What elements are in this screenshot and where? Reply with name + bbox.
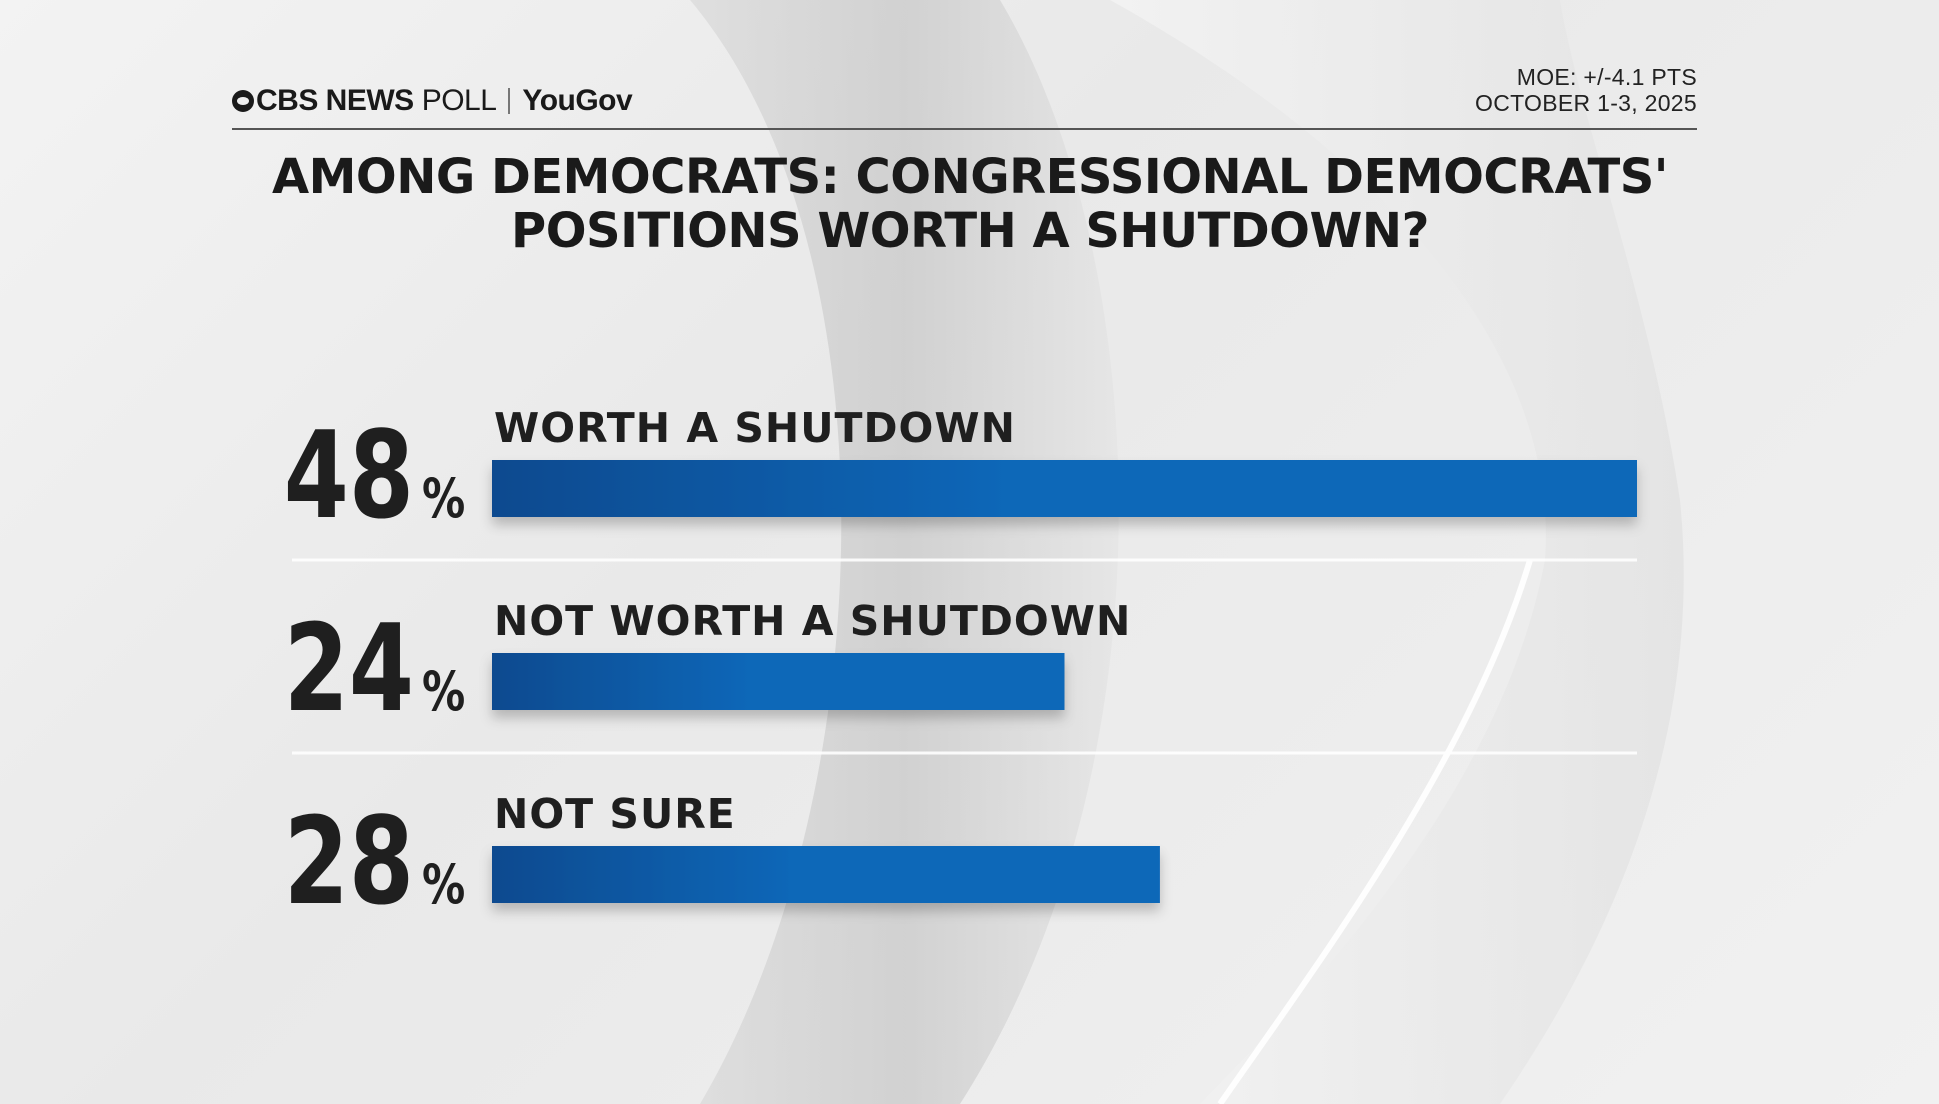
bar-1 [492, 460, 1637, 517]
brand-poll: POLL [421, 84, 497, 117]
cbs-eye-logo-icon [232, 90, 254, 112]
bar-2 [492, 653, 1065, 710]
poll-header: CBS NEWS POLL YouGov MOE: +/-4.1 PTS OCT… [232, 62, 1697, 130]
chart-title: AMONG DEMOCRATS: CONGRESSIONAL DEMOCRATS… [150, 150, 1790, 258]
poll-brand: CBS NEWS POLL YouGov [232, 84, 633, 118]
category-label-2: NOT WORTH A SHUTDOWN [494, 597, 1131, 645]
value-label-3: 28 [284, 793, 414, 932]
chart-title-line-2: POSITIONS WORTH A SHUTDOWN? [511, 203, 1429, 259]
percent-sign-2: % [422, 660, 465, 723]
poll-meta: MOE: +/-4.1 PTS OCTOBER 1-3, 2025 [1475, 64, 1697, 116]
poll-date: OCTOBER 1-3, 2025 [1475, 90, 1697, 116]
value-label-1: 48 [284, 407, 414, 546]
chart-title-line-1: AMONG DEMOCRATS: CONGRESSIONAL DEMOCRATS… [272, 149, 1668, 205]
bar-3 [492, 846, 1160, 903]
brand-cbs-news: CBS NEWS [256, 84, 414, 117]
category-label-1: WORTH A SHUTDOWN [494, 404, 1016, 452]
percent-sign-3: % [422, 853, 465, 916]
category-label-3: NOT SURE [494, 790, 736, 838]
margin-of-error: MOE: +/-4.1 PTS [1516, 64, 1697, 90]
brand-yougov: YouGov [522, 84, 633, 117]
brand-divider [508, 88, 511, 114]
value-label-2: 24 [284, 600, 414, 739]
percent-sign-1: % [422, 467, 465, 530]
